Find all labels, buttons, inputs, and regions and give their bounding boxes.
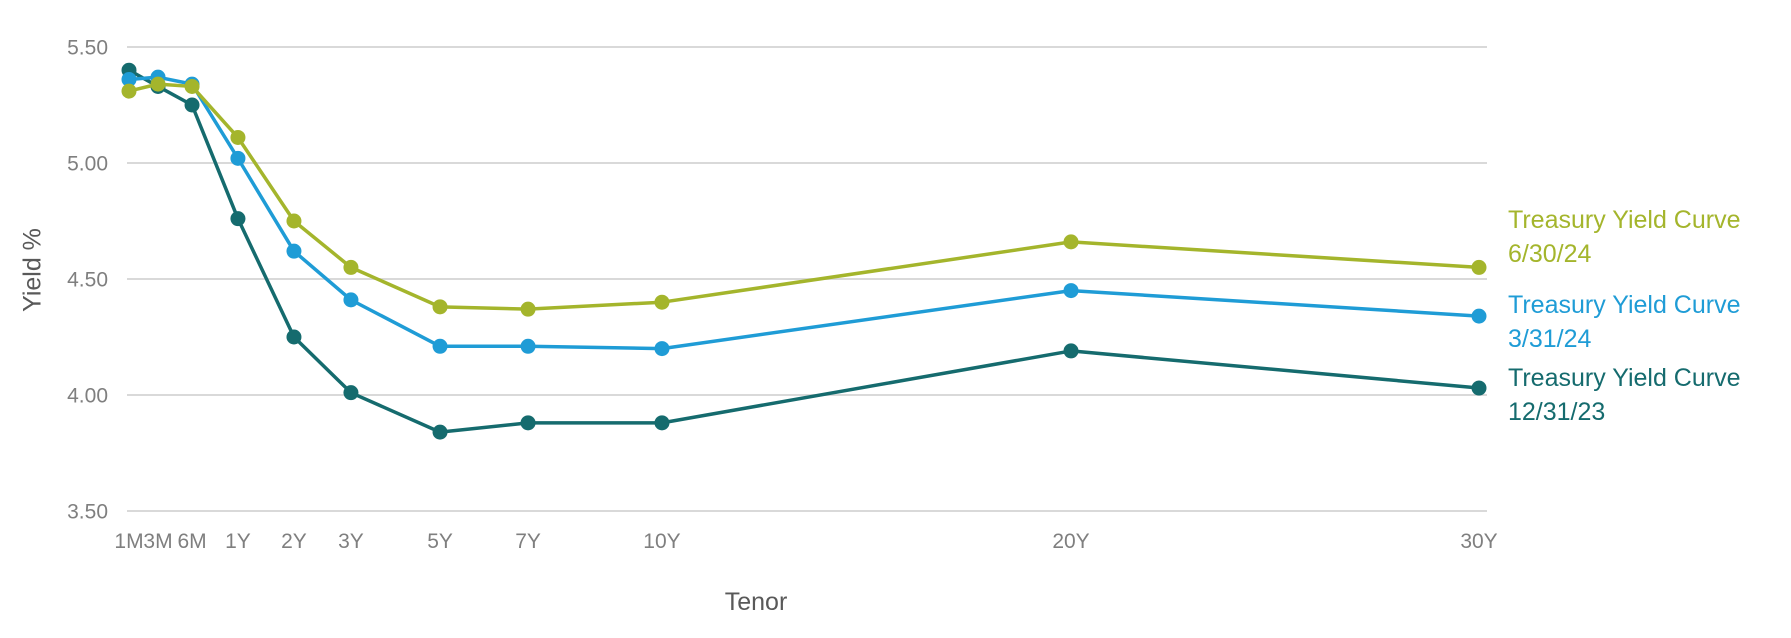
legend-series-name: Treasury Yield Curve xyxy=(1508,206,1741,234)
legend-series-name: Treasury Yield Curve xyxy=(1508,364,1741,392)
x-tick-label: 1Y xyxy=(225,530,251,553)
x-tick-label: 3Y xyxy=(338,530,364,553)
data-point xyxy=(121,83,137,99)
data-point xyxy=(654,294,670,310)
data-point xyxy=(286,329,302,345)
data-point xyxy=(432,424,448,440)
x-tick-label: 2Y xyxy=(281,530,307,553)
data-point xyxy=(343,292,359,308)
x-tick-label: 3M xyxy=(143,530,172,553)
x-tick-label: 5Y xyxy=(427,530,453,553)
x-tick-label: 10Y xyxy=(643,530,680,553)
series-line xyxy=(128,75,1480,351)
data-point xyxy=(432,299,448,315)
data-point xyxy=(1063,234,1079,250)
data-point xyxy=(343,385,359,401)
legend-item-3-31-24: Treasury Yield Curve 3/31/24 xyxy=(1508,288,1741,356)
x-tick-label: 7Y xyxy=(515,530,541,553)
y-tick-label: 5.50 xyxy=(67,37,108,60)
data-point xyxy=(1063,343,1079,359)
data-point xyxy=(121,71,137,87)
data-point xyxy=(230,150,246,166)
y-tick-label: 3.50 xyxy=(67,501,108,524)
data-point xyxy=(286,243,302,259)
data-point xyxy=(1471,308,1487,324)
y-tick-label: 4.00 xyxy=(67,385,108,408)
data-point xyxy=(654,341,670,357)
x-tick-label: 20Y xyxy=(1052,530,1089,553)
legend-series-date: 3/31/24 xyxy=(1508,325,1592,353)
legend-series-name: Treasury Yield Curve xyxy=(1508,291,1741,319)
x-tick-label: 6M xyxy=(177,530,206,553)
data-point xyxy=(520,338,536,354)
data-point xyxy=(1471,380,1487,396)
data-point xyxy=(343,259,359,275)
data-point xyxy=(150,76,166,92)
data-point xyxy=(1471,259,1487,275)
legend-item-12-31-23: Treasury Yield Curve 12/31/23 xyxy=(1508,361,1741,429)
data-point xyxy=(286,213,302,229)
data-point xyxy=(1063,283,1079,299)
data-point xyxy=(520,415,536,431)
y-tick-label: 5.00 xyxy=(67,153,108,176)
x-tick-label: 1M xyxy=(114,530,143,553)
data-point xyxy=(184,97,200,113)
series-line xyxy=(128,82,1480,311)
x-tick-label: 30Y xyxy=(1460,530,1497,553)
data-point xyxy=(184,78,200,94)
legend-item-6-30-24: Treasury Yield Curve 6/30/24 xyxy=(1508,203,1741,271)
data-point xyxy=(654,415,670,431)
x-axis-title: Tenor xyxy=(724,588,788,616)
data-point xyxy=(230,211,246,227)
data-point xyxy=(520,301,536,317)
data-point xyxy=(230,129,246,145)
legend-series-date: 12/31/23 xyxy=(1508,398,1606,426)
y-tick-label: 4.50 xyxy=(67,269,108,292)
data-point xyxy=(432,338,448,354)
y-axis-title: Yield % xyxy=(18,228,47,312)
legend-series-date: 6/30/24 xyxy=(1508,240,1592,268)
